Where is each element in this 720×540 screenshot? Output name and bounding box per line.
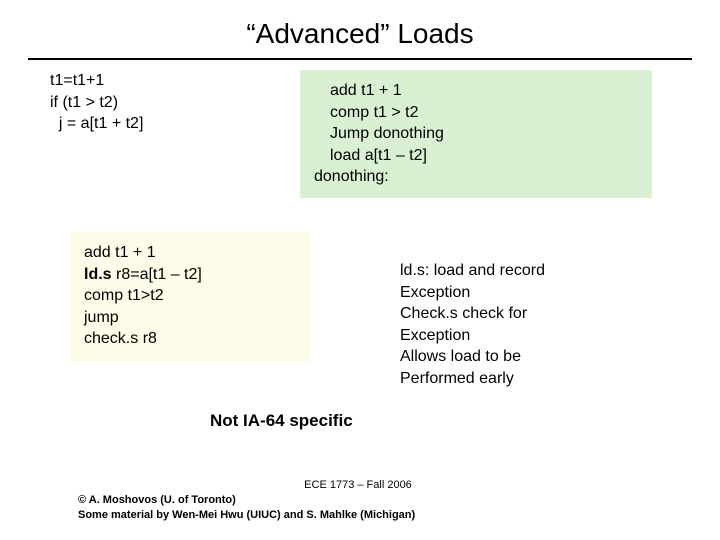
code-line: comp t1 > t2: [330, 102, 638, 124]
slide-title: “Advanced” Loads: [0, 0, 720, 58]
course-label: ECE 1773 – Fall 2006: [78, 478, 638, 492]
asm-naive-block: add t1 + 1 comp t1 > t2 Jump donothing l…: [300, 70, 652, 198]
text-line: Allows load to be: [400, 346, 650, 368]
not-ia64-note: Not IA-64 specific: [210, 410, 353, 433]
checks-label: Check.s: [400, 305, 458, 322]
text-line: Exception: [400, 325, 650, 347]
code-line: if (t1 > t2): [50, 92, 270, 114]
asm-optimized-block: add t1 + 1 ld.s r8=a[t1 – t2] comp t1>t2…: [70, 232, 310, 362]
code-line: t1=t1+1: [50, 70, 270, 92]
source-code-block: t1=t1+1 if (t1 > t2) j = a[t1 + t2]: [50, 70, 270, 135]
content-area: t1=t1+1 if (t1 > t2) j = a[t1 + t2] add …: [0, 60, 720, 490]
code-line: load a[t1 – t2]: [330, 145, 638, 167]
code-line: j = a[t1 + t2]: [50, 113, 270, 135]
footer: ECE 1773 – Fall 2006 © A. Moshovos (U. o…: [78, 478, 638, 522]
code-line: add t1 + 1: [84, 242, 296, 264]
lds-label: ld.s:: [400, 262, 429, 279]
text-line: ld.s: load and record: [400, 260, 650, 282]
copyright-line: © A. Moshovos (U. of Toronto): [78, 493, 638, 507]
code-line: jump: [84, 307, 296, 329]
code-text: r8=a[t1 – t2]: [112, 266, 202, 283]
text-line: Check.s check for: [400, 303, 650, 325]
text: load and record: [429, 262, 545, 279]
code-line: comp t1>t2: [84, 285, 296, 307]
code-line: donothing:: [314, 166, 638, 188]
text-line: Exception: [400, 282, 650, 304]
code-line: ld.s r8=a[t1 – t2]: [84, 264, 296, 286]
code-line: check.s r8: [84, 328, 296, 350]
text: check for: [458, 305, 527, 322]
lds-keyword: ld.s: [84, 266, 112, 283]
attribution-line: Some material by Wen-Mei Hwu (UIUC) and …: [78, 508, 638, 522]
text-line: Performed early: [400, 368, 650, 390]
explanation-block: ld.s: load and record Exception Check.s …: [400, 260, 650, 390]
code-line: add t1 + 1: [330, 80, 638, 102]
code-line: Jump donothing: [330, 123, 638, 145]
